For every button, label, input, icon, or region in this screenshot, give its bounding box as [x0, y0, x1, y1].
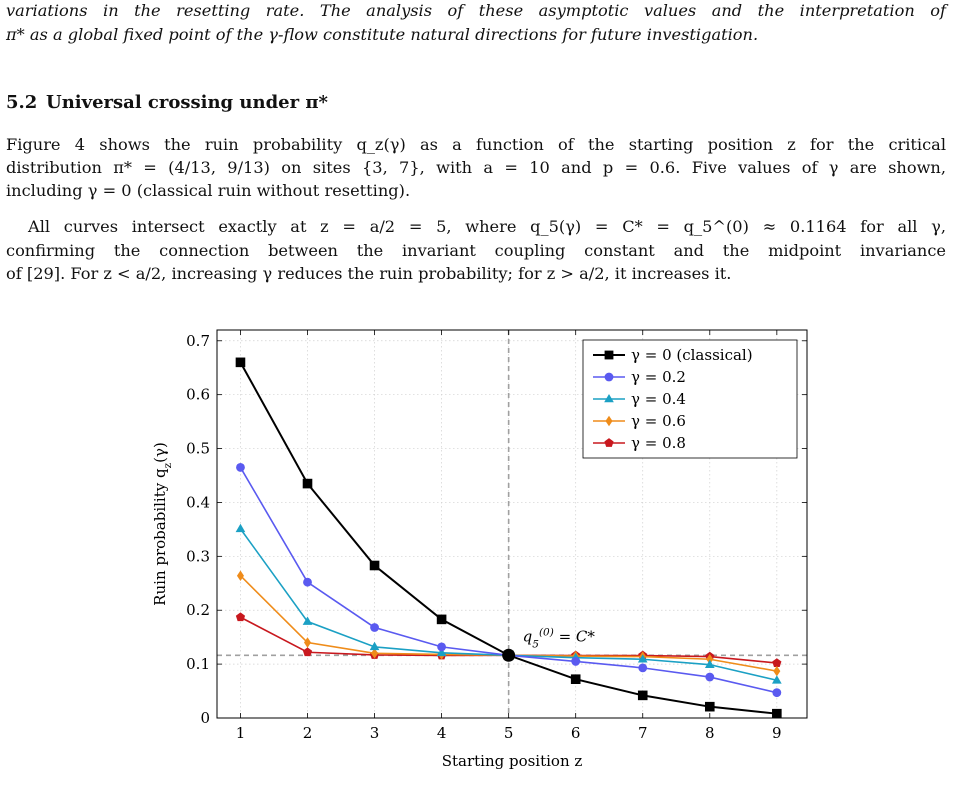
x-tick-label: 6 [571, 724, 581, 742]
plot-frame [216, 329, 808, 719]
y-tick-label: 0 [200, 709, 210, 727]
y-tick-label: 0.2 [186, 601, 210, 619]
data-point [371, 648, 379, 659]
reference-lines [217, 330, 807, 718]
paragraph-1-line-2: distribution π* = (4/13, 9/13) on sites … [6, 158, 946, 177]
x-tick-label: 5 [504, 724, 514, 742]
section-heading: 5.2 Universal crossing under π* [6, 92, 328, 113]
data-point [637, 654, 648, 663]
data-point [704, 659, 715, 668]
legend-entry: γ = 0.6 [593, 412, 686, 430]
legend-entry: γ = 0.2 [593, 368, 686, 386]
paragraph-2-line-3: of [29]. For z < a/2, increasing γ reduc… [6, 264, 732, 283]
x-tick-label: 8 [705, 724, 715, 742]
legend-label: γ = 0.4 [631, 390, 686, 408]
data-point [706, 653, 714, 665]
legend-marker [604, 393, 614, 403]
legend-label: γ = 0.8 [631, 434, 686, 452]
data-point [302, 647, 313, 657]
x-tick-label: 7 [638, 724, 648, 742]
x-tick-label: 2 [303, 724, 313, 742]
data-point [436, 614, 447, 625]
y-tick-label: 0.7 [186, 332, 210, 350]
x-axis-label: Starting position z [442, 752, 583, 770]
data-point [773, 665, 781, 677]
crossing-point [502, 648, 516, 662]
data-point [369, 560, 380, 571]
legend-label: γ = 0.2 [631, 368, 686, 386]
x-tick-label: 9 [772, 724, 782, 742]
y-tick-label: 0.3 [186, 547, 210, 565]
ruin-probability-chart: 1 2 3 4 5 6 7 8 9 0 0.1 0.2 0.3 0.4 0.5 0.6 0.7 Starting… [151, 329, 808, 770]
legend-entry: γ = 0.4 [593, 390, 686, 408]
data-point [772, 658, 782, 667]
legend-entry: γ = 0 (classical) [593, 346, 753, 364]
data-point [303, 637, 312, 648]
data-point [236, 570, 244, 582]
legend-marker [604, 350, 614, 360]
data-point [235, 612, 246, 622]
data-point [436, 647, 447, 657]
legend-label: γ = 0.6 [631, 412, 686, 430]
legend-marker [604, 372, 614, 382]
legend-marker [604, 438, 614, 447]
data-point [772, 688, 782, 698]
data-point [705, 672, 715, 682]
x-tick-label: 1 [236, 724, 246, 742]
paragraph-1-line-3: including γ = 0 (classical ruin without … [6, 181, 411, 200]
x-tick-label: 4 [437, 724, 447, 742]
annotation: q5(0) = C* [502, 626, 595, 662]
data-point [302, 616, 313, 625]
section-title: Universal crossing under π* [46, 92, 328, 113]
y-tick-label: 0.5 [186, 440, 210, 458]
data-point [370, 623, 379, 632]
legend-entry: γ = 0.8 [593, 434, 686, 452]
data-point [638, 663, 648, 673]
y-tick-label: 0.4 [186, 493, 210, 511]
data-point [570, 674, 581, 684]
y-axis-label: Ruin probability qz(γ) [151, 442, 174, 606]
data-point [235, 357, 246, 368]
crossing-annotation: q5(0) = C* [523, 626, 596, 650]
y-tick-label: 0.1 [186, 655, 210, 673]
paragraph-2-line-2: confirming the connection between the in… [6, 241, 946, 260]
y-tick-label: 0.6 [186, 386, 210, 404]
data-point [437, 642, 447, 652]
tick-layer: 1 2 3 4 5 6 7 8 9 0 0.1 0.2 0.3 0.4 0.5 0.6 0.7 [186, 330, 807, 742]
paragraph-1-line-1: Figure 4 shows the ruin probability q_z(… [6, 135, 946, 154]
legend-marker [605, 415, 613, 427]
data-point [637, 690, 648, 701]
legend: γ = 0 (classical) γ = 0.2 γ = 0.4 γ = 0.6 γ … [582, 339, 798, 459]
data-point [236, 463, 245, 472]
data-point [369, 641, 380, 651]
data-point [235, 523, 246, 533]
paragraph-2-line-1: All curves intersect exactly at z = a/2 … [28, 217, 946, 236]
data-point [302, 478, 313, 489]
top-paragraph-line-2: π* as a global fixed point of the γ-flow… [6, 25, 759, 44]
data-point [771, 675, 782, 684]
section-number: 5.2 [6, 92, 38, 113]
top-paragraph-line-1: variations in the resetting rate. The an… [6, 1, 946, 20]
data-point [704, 701, 715, 712]
x-tick-label: 3 [370, 724, 380, 742]
data-point [303, 577, 312, 587]
legend-label: γ = 0 (classical) [631, 346, 753, 364]
data-point [571, 657, 581, 666]
